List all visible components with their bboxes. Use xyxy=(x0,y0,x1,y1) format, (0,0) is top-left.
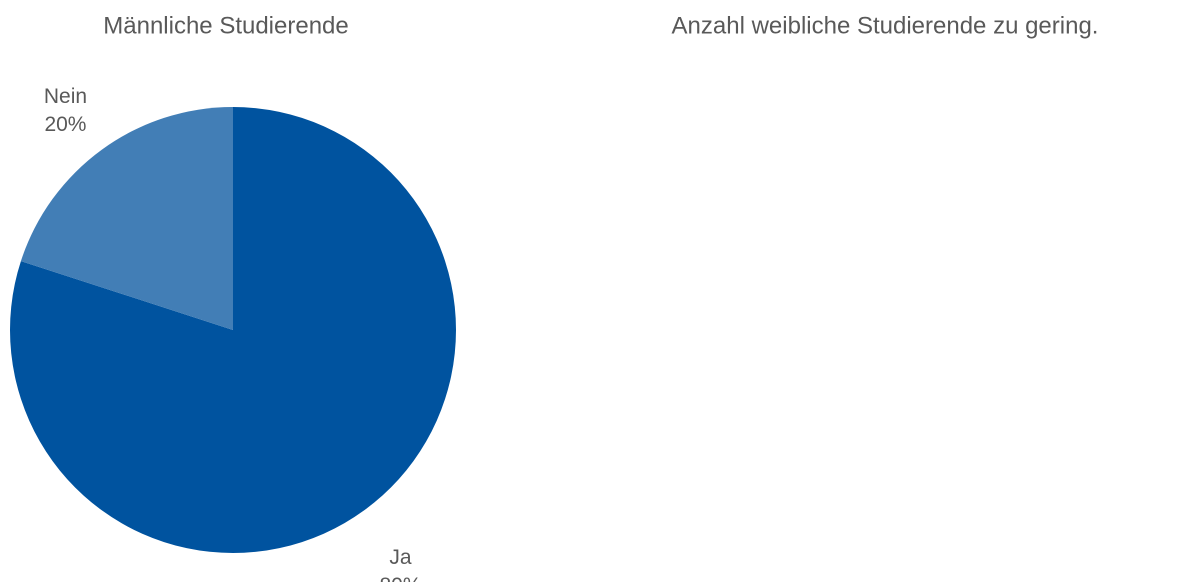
pie-slice xyxy=(20,107,233,330)
chart-title: Männliche Studierende xyxy=(103,12,349,39)
slice-value-label: 80% xyxy=(380,574,422,582)
slice-category-label: Ja xyxy=(389,546,412,569)
chart-title: Anzahl weibliche Studierende zu gering. xyxy=(672,12,1099,39)
pie-slice xyxy=(10,107,457,553)
slice-category-label: Nein xyxy=(44,85,87,108)
slice-value-label: 20% xyxy=(44,113,86,136)
